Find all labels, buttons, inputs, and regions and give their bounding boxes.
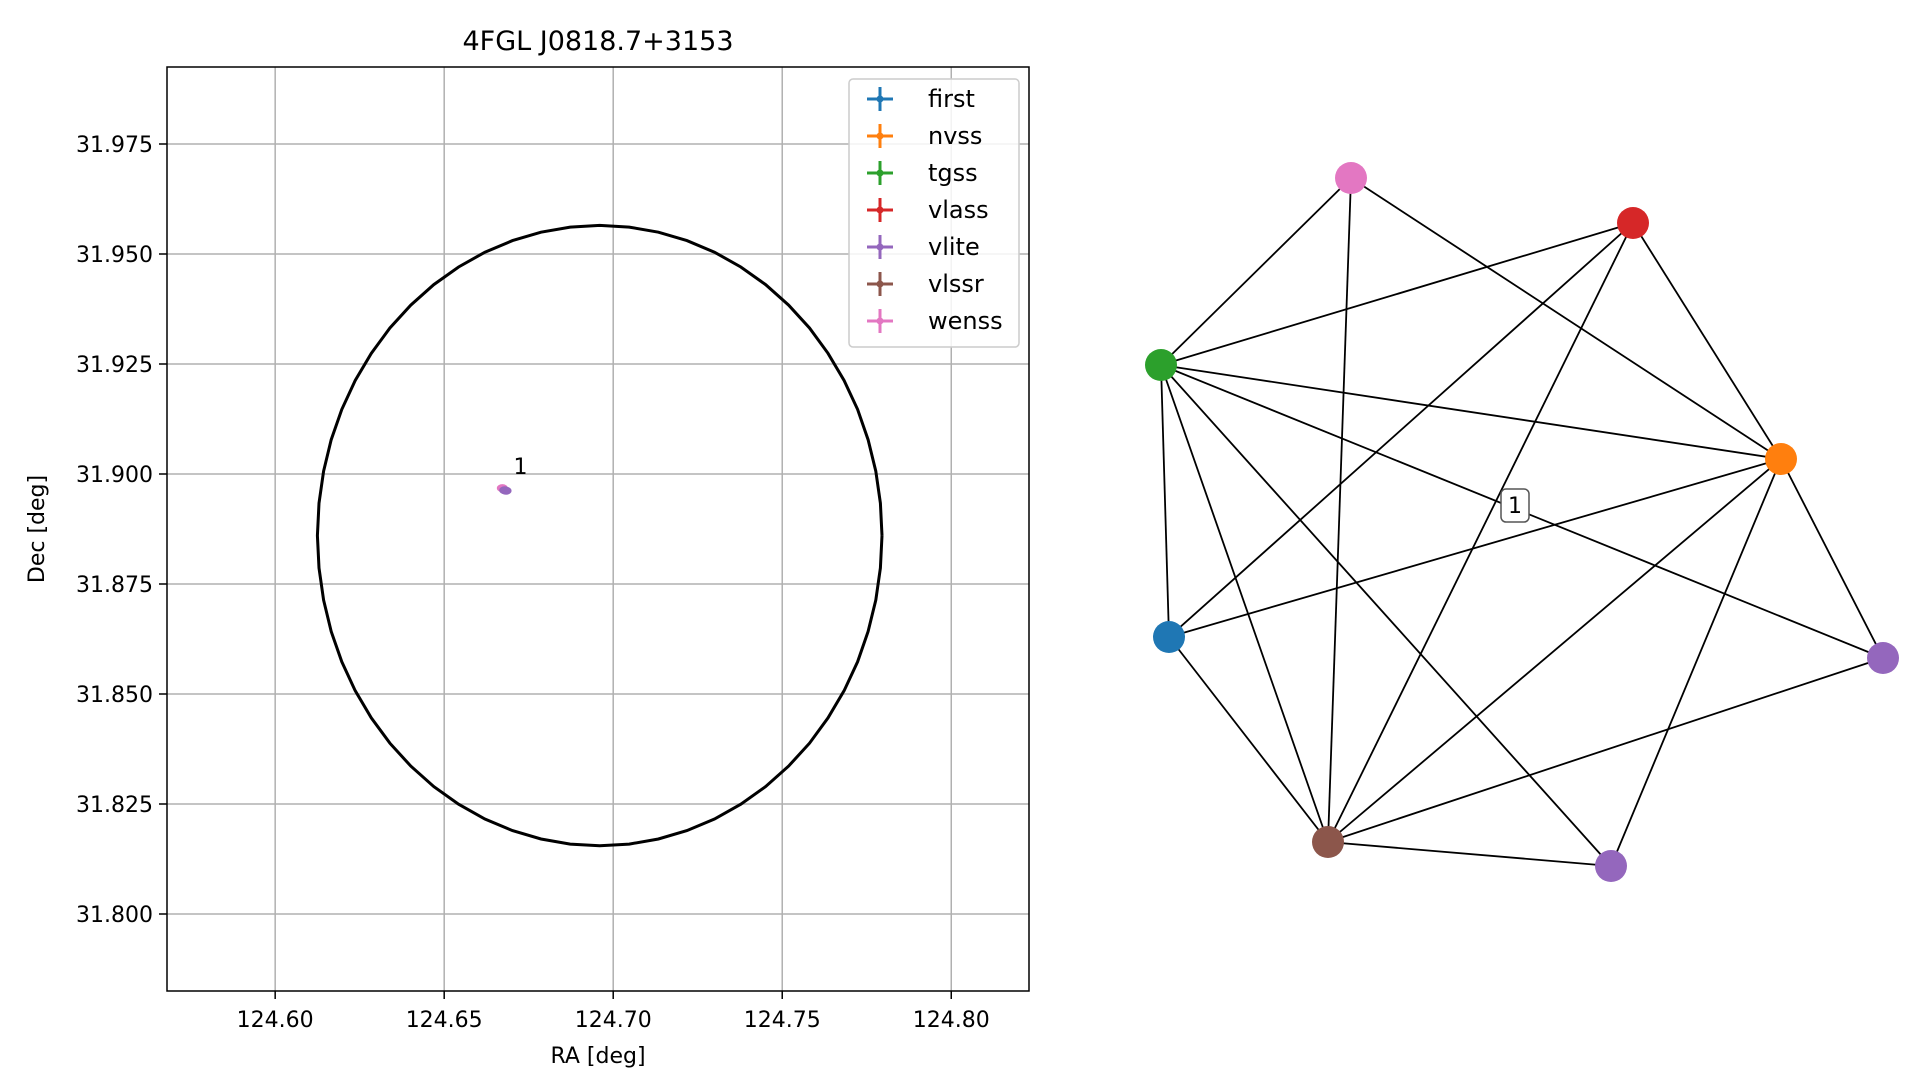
legend-label: tgss (928, 159, 978, 187)
x-tick-label: 124.75 (744, 1008, 821, 1033)
legend-label: vlass (928, 196, 989, 224)
legend-marker-dot (876, 243, 884, 251)
legend-item: vlass (867, 196, 989, 224)
x-tick-label: 124.80 (913, 1008, 990, 1033)
network-label: 1 (1500, 488, 1530, 523)
legend-marker-dot (876, 206, 884, 214)
network-label-box (1500, 488, 1530, 523)
region-circle (315, 223, 884, 848)
y-tick-label: 31.950 (76, 243, 153, 268)
network-edge (1327, 458, 1782, 843)
legend-marker-dot (876, 132, 884, 140)
legend-item: first (867, 85, 975, 113)
legend-label: wenss (928, 307, 1003, 335)
x-tick-label: 124.70 (575, 1008, 652, 1033)
legend-marker-dot (876, 95, 884, 103)
legend-label: nvss (928, 122, 982, 150)
sky-region-chart: 1 124.60 124.65 124.70 124.75 124.80 31.8003… (25, 26, 1030, 1069)
y-tick-label: 31.875 (76, 573, 153, 598)
network-edge (1160, 222, 1634, 366)
legend-marker-dot (876, 169, 884, 177)
network-edge (1350, 177, 1782, 460)
legend-box (848, 78, 1020, 348)
network-node (1595, 850, 1627, 882)
network-node (1617, 207, 1649, 239)
network-edge (1168, 636, 1329, 843)
y-tick-label: 31.925 (76, 353, 153, 378)
legend-item: vlssr (867, 270, 984, 298)
network-edge (1327, 841, 1612, 867)
network-nodes (1145, 162, 1899, 882)
network-edge (1168, 222, 1634, 638)
chart-title: 4FGL J0818.7+3153 (462, 26, 733, 57)
network-edge (1780, 458, 1884, 659)
legend-label: first (928, 85, 975, 113)
x-tick-label: 124.60 (237, 1008, 314, 1033)
legend-item: vlite (867, 233, 980, 261)
y-axis-ticks: 31.800 31.825 31.850 31.875 31.900 31.925 31.9… (76, 133, 167, 928)
network-node (1312, 826, 1344, 858)
network-node (1765, 443, 1797, 475)
x-tick-label: 124.65 (406, 1008, 483, 1033)
network-node (1145, 349, 1177, 381)
legend-marker-dot (876, 317, 884, 325)
network-node (1867, 642, 1899, 674)
legend-item: wenss (867, 307, 1003, 335)
y-tick-label: 31.825 (76, 793, 153, 818)
network-edge (1327, 177, 1352, 843)
network-edge (1327, 657, 1884, 843)
y-tick-label: 31.975 (76, 133, 153, 158)
y-tick-label: 31.800 (76, 903, 153, 928)
legend-label: vlite (928, 233, 980, 261)
legend-marker-dot (876, 280, 884, 288)
network-edge (1160, 364, 1782, 460)
source-annotation-label: 1 (513, 455, 527, 480)
network-edge (1160, 364, 1170, 638)
x-axis-ticks: 124.60 124.65 124.70 124.75 124.80 (237, 991, 990, 1033)
x-axis-label: RA [deg] (550, 1044, 645, 1069)
legend-label: vlssr (928, 270, 984, 298)
source-markers (496, 484, 512, 495)
plot-frame (166, 66, 1030, 992)
legend: first nvss tgss vlass vlite vlssr wenss (848, 78, 1020, 348)
source-marker (500, 486, 512, 495)
region-circle-outline (315, 223, 884, 848)
legend-item: tgss (867, 159, 978, 187)
match-network-graph: 1 (1145, 162, 1899, 882)
network-edge (1160, 364, 1612, 867)
network-edge (1160, 364, 1329, 843)
network-edge (1610, 458, 1782, 867)
network-label-text: 1 (1508, 494, 1522, 519)
y-tick-label: 31.850 (76, 683, 153, 708)
network-edge (1327, 222, 1634, 843)
network-node (1153, 621, 1185, 653)
network-edge (1160, 177, 1352, 366)
legend-item: nvss (867, 122, 982, 150)
y-axis-label: Dec [deg] (25, 475, 50, 583)
network-edge (1168, 458, 1782, 638)
network-node (1335, 162, 1367, 194)
network-edge (1632, 222, 1782, 460)
y-tick-label: 31.900 (76, 463, 153, 488)
